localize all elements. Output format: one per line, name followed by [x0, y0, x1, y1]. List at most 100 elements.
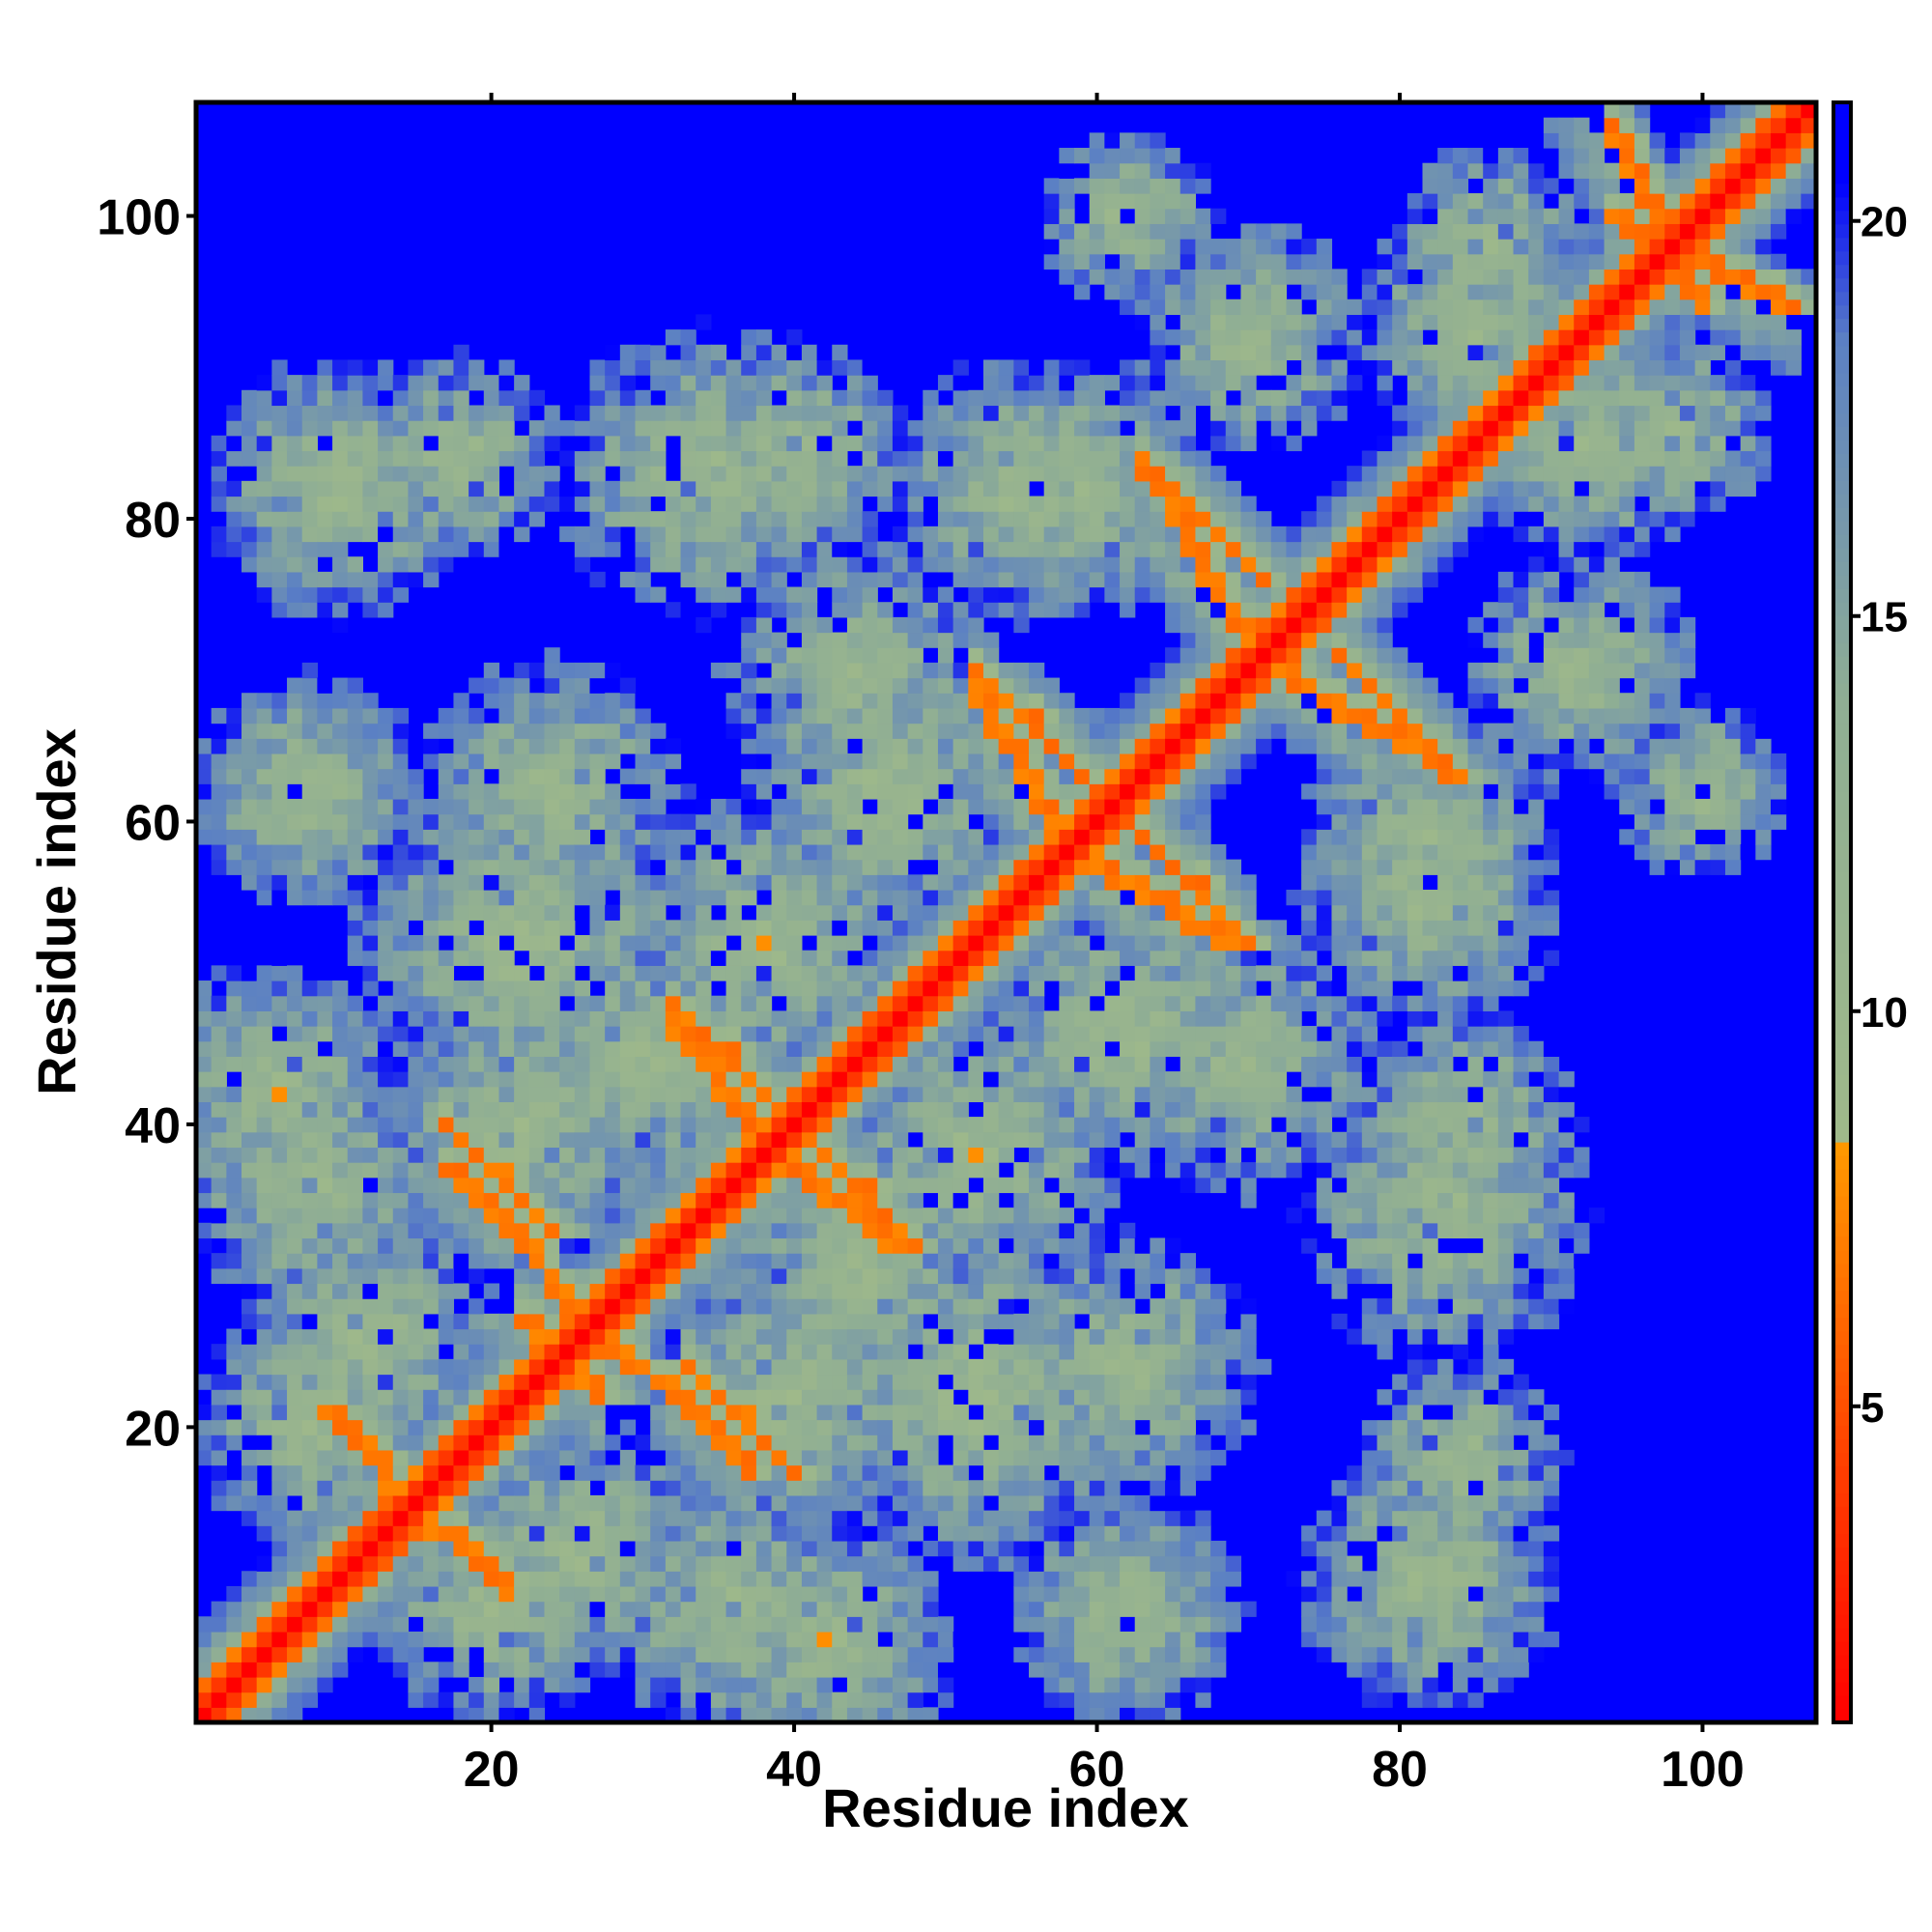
- heatmap-cell: [408, 1101, 424, 1118]
- heatmap-cell: [196, 980, 213, 997]
- heatmap-cell: [832, 1222, 848, 1239]
- heatmap-cell: [453, 768, 469, 784]
- heatmap-cell: [589, 1616, 606, 1633]
- heatmap-cell: [378, 1162, 394, 1179]
- heatmap-cell: [242, 480, 258, 497]
- heatmap-cell: [650, 1404, 667, 1421]
- heatmap-cell: [605, 904, 621, 921]
- heatmap-cell: [832, 480, 848, 497]
- heatmap-cell: [226, 783, 242, 800]
- heatmap-cell: [1089, 375, 1105, 391]
- heatmap-cell: [741, 1464, 757, 1481]
- heatmap-cell: [408, 1525, 424, 1542]
- heatmap-cell: [1043, 1585, 1060, 1603]
- heatmap-cell: [574, 904, 591, 921]
- heatmap-cell: [528, 768, 546, 784]
- heatmap-cell: [696, 1162, 712, 1179]
- heatmap-cell: [665, 813, 682, 830]
- heatmap-cell: [423, 829, 440, 845]
- heatmap-cell: [1043, 1676, 1060, 1693]
- heatmap-cell: [937, 662, 954, 679]
- heatmap-cell: [317, 1480, 333, 1496]
- heatmap-cell: [605, 1494, 621, 1512]
- heatmap-cell: [589, 813, 606, 830]
- heatmap-cell: [378, 1525, 394, 1542]
- heatmap-cell: [332, 1389, 349, 1406]
- heatmap-cell: [605, 1464, 621, 1481]
- heatmap-cell: [196, 1662, 213, 1678]
- heatmap-cell: [968, 1253, 984, 1269]
- heatmap-cell: [1043, 874, 1060, 891]
- heatmap-cell: [832, 965, 848, 981]
- heatmap-cell: [635, 1464, 651, 1481]
- heatmap-cell: [1074, 889, 1091, 906]
- heatmap-cell: [469, 1298, 485, 1315]
- heatmap-cell: [650, 738, 667, 754]
- heatmap-cell: [392, 1313, 410, 1330]
- heatmap-cell: [832, 1494, 848, 1512]
- heatmap-cell: [832, 511, 848, 527]
- heatmap-cell: [862, 843, 878, 861]
- heatmap-cell: [528, 995, 546, 1011]
- heatmap-cell: [1059, 586, 1075, 603]
- heatmap-cell: [196, 1435, 213, 1451]
- heatmap-cell: [423, 1540, 440, 1557]
- heatmap-cell: [710, 359, 727, 376]
- heatmap-cell: [937, 1086, 954, 1103]
- heatmap-cell: [544, 1525, 560, 1542]
- heatmap-cell: [816, 1298, 833, 1315]
- heatmap-cell: [755, 1101, 773, 1118]
- heatmap-cell: [226, 1691, 242, 1708]
- heatmap-cell: [832, 1389, 848, 1406]
- heatmap-cell: [378, 556, 394, 573]
- heatmap-cell: [968, 1298, 984, 1315]
- heatmap-cell: [968, 450, 984, 467]
- heatmap-cell: [816, 1283, 833, 1299]
- heatmap-cell: [256, 1419, 272, 1435]
- heatmap-cell: [559, 1147, 576, 1163]
- heatmap-cell: [287, 843, 303, 861]
- heatmap-cell: [998, 1313, 1014, 1330]
- heatmap-cell: [242, 1267, 258, 1285]
- heatmap-cell: [544, 1267, 560, 1285]
- heatmap-cell: [1059, 874, 1075, 891]
- heatmap-cell: [755, 1676, 773, 1693]
- heatmap-cell: [453, 1464, 469, 1481]
- heatmap-cell: [755, 1419, 773, 1435]
- heatmap-cell: [635, 435, 651, 452]
- heatmap-cell: [937, 995, 954, 1011]
- heatmap-cell: [680, 859, 696, 875]
- heatmap-cell: [907, 586, 923, 603]
- heatmap-cell: [362, 1253, 379, 1269]
- heatmap-cell: [923, 965, 939, 981]
- heatmap-cell: [1134, 389, 1151, 407]
- heatmap-cell: [816, 843, 833, 861]
- heatmap-cell: [771, 980, 787, 997]
- heatmap-cell: [211, 466, 227, 482]
- heatmap-cell: [1104, 1435, 1121, 1451]
- heatmap-cell: [816, 632, 833, 648]
- heatmap-cell: [801, 1691, 818, 1708]
- heatmap-cell: [923, 1117, 939, 1133]
- heatmap-cell: [801, 1162, 818, 1179]
- heatmap-cell: [680, 1662, 696, 1678]
- heatmap-cell: [619, 359, 637, 376]
- heatmap-cell: [287, 1192, 303, 1208]
- heatmap-cell: [907, 1525, 923, 1542]
- heatmap-cell: [982, 1404, 1000, 1421]
- heatmap-cell: [242, 813, 258, 830]
- heatmap-cell: [982, 586, 1000, 603]
- heatmap-cell: [347, 950, 363, 966]
- heatmap-cell: [559, 1419, 576, 1435]
- heatmap-cell: [1013, 1585, 1030, 1603]
- heatmap-cell: [1013, 904, 1030, 921]
- heatmap-cell: [998, 571, 1014, 588]
- heatmap-cell: [1074, 1208, 1091, 1224]
- heatmap-cell: [1029, 738, 1045, 754]
- heatmap-cell: [574, 1449, 591, 1466]
- heatmap-cell: [907, 450, 923, 467]
- heatmap-cell: [982, 1010, 1000, 1027]
- heatmap-cell: [438, 1555, 455, 1572]
- heatmap-cell: [937, 1117, 954, 1133]
- heatmap-cell: [877, 662, 894, 679]
